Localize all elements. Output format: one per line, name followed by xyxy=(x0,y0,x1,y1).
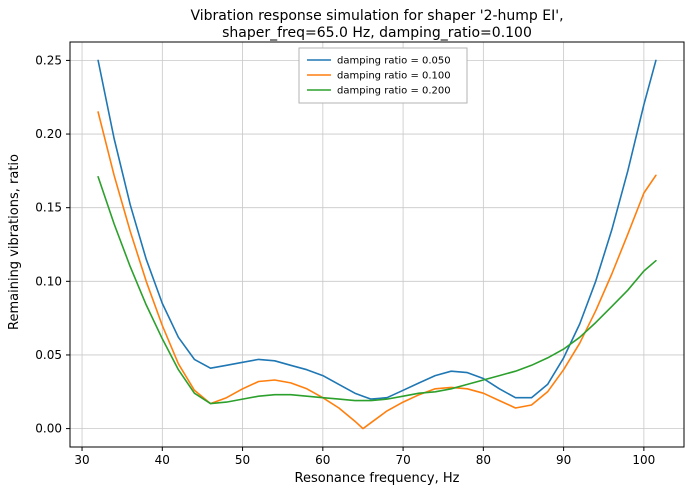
x-tick-label: 80 xyxy=(476,453,491,467)
x-axis-label: Resonance frequency, Hz xyxy=(295,471,460,486)
x-tick-label: 100 xyxy=(632,453,655,467)
chart-title-line2: shaper_freq=65.0 Hz, damping_ratio=0.100 xyxy=(222,25,532,41)
plot-area: 30 40 50 60 70 80 90 100 0.00 0.05 0.10 0.15 0.20 0.2… xyxy=(35,41,685,467)
x-tick-label: 30 xyxy=(74,453,89,467)
x-tick-label: 90 xyxy=(556,453,571,467)
y-axis-label: Remaining vibrations, ratio xyxy=(7,154,22,330)
chart-title-line1: Vibration response simulation for shaper… xyxy=(190,8,563,24)
axes-frame xyxy=(69,41,685,448)
series-line-1 xyxy=(97,111,657,430)
legend-label: damping ratio = 0.200 xyxy=(337,86,451,97)
y-tick-label: 0.25 xyxy=(35,53,62,67)
legend-label: damping ratio = 0.050 xyxy=(337,56,451,67)
series-line-2 xyxy=(97,176,657,405)
y-tick-label: 0.15 xyxy=(35,201,62,215)
y-tick-label: 0.10 xyxy=(35,274,62,288)
y-tick-label: 0.05 xyxy=(35,348,62,362)
y-tick-label: 0.00 xyxy=(35,422,62,436)
x-tick-label: 50 xyxy=(235,453,250,467)
x-tick-label: 70 xyxy=(395,453,410,467)
x-tick-label: 40 xyxy=(155,453,170,467)
y-tick-label: 0.20 xyxy=(35,127,62,141)
x-tick-label: 60 xyxy=(315,453,330,467)
legend-label: damping ratio = 0.100 xyxy=(337,71,451,82)
series-line-0 xyxy=(97,59,657,400)
